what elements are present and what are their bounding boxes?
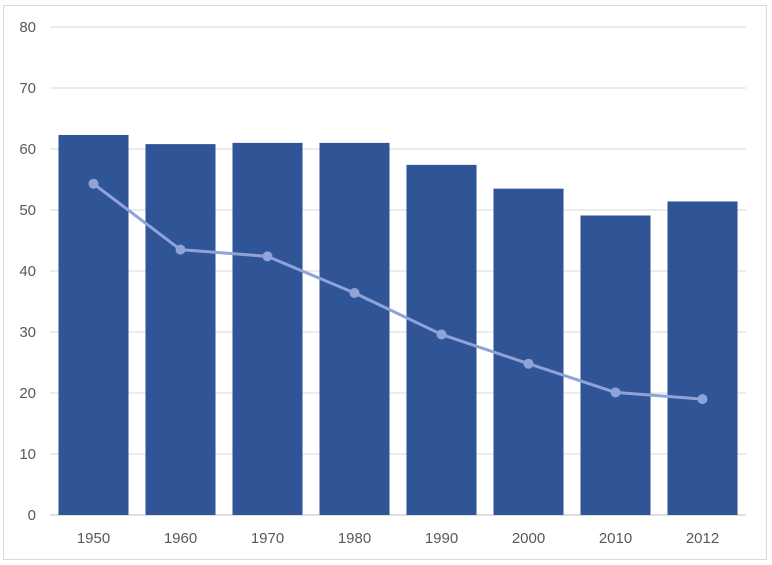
bar-series [58, 134, 738, 516]
line-point [349, 287, 360, 298]
y-tick-label: 70 [19, 80, 36, 97]
line-point [88, 178, 99, 189]
x-axis-tick-labels: 1950 1960 1970 1980 1990 2000 2010 2012 [77, 530, 719, 547]
x-tick-label: 2010 [599, 530, 632, 547]
bar [145, 144, 216, 515]
y-tick-label: 20 [19, 385, 36, 402]
line-point [175, 244, 186, 255]
y-tick-label: 50 [19, 202, 36, 219]
bar [58, 134, 129, 515]
y-tick-label: 60 [19, 141, 36, 158]
x-tick-label: 1960 [164, 530, 197, 547]
line-point [610, 387, 621, 398]
y-tick-label: 10 [19, 446, 36, 463]
bar [493, 188, 564, 515]
x-tick-label: 2012 [686, 530, 719, 547]
bar [406, 164, 477, 516]
line-point [436, 329, 447, 340]
bar [667, 201, 738, 515]
y-axis-tick-labels: 0 10 20 30 40 50 60 70 80 [19, 19, 36, 524]
bar [319, 142, 390, 515]
y-tick-label: 40 [19, 263, 36, 280]
x-tick-label: 1990 [425, 530, 458, 547]
line-point [523, 358, 534, 369]
bar [580, 215, 651, 516]
bar [232, 142, 303, 515]
series-line [92, 182, 704, 401]
line-point [262, 251, 273, 262]
x-tick-label: 2000 [512, 530, 545, 547]
x-tick-label: 1950 [77, 530, 110, 547]
y-tick-label: 0 [28, 507, 36, 524]
y-tick-label: 80 [19, 19, 36, 36]
x-tick-label: 1980 [338, 530, 371, 547]
x-tick-label: 1970 [251, 530, 284, 547]
line-series [88, 178, 708, 405]
y-tick-label: 30 [19, 324, 36, 341]
line-point [697, 394, 708, 405]
